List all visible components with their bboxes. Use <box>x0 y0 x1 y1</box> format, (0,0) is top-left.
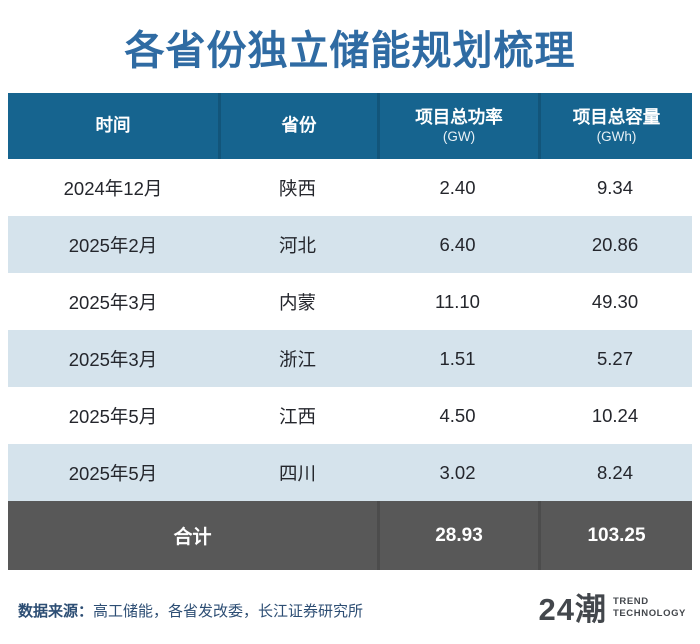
table-row: 2025年2月 河北 6.40 20.86 <box>8 216 692 273</box>
logo-wordmark: 24潮 <box>538 591 607 627</box>
storage-planning-table: 时间 省份 项目总功率 (GW) 项目总容量 (GWh) 2024年12月 陕西… <box>8 93 692 570</box>
col-header-capacity: 项目总容量 (GWh) <box>538 93 692 159</box>
col-header-province-label: 省份 <box>281 115 317 136</box>
data-source: 数据来源：高工储能，各省发改委，长江证券研究所 <box>18 600 363 621</box>
col-header-province: 省份 <box>218 93 377 159</box>
data-source-label: 数据来源： <box>18 602 94 620</box>
table-row: 2024年12月 陕西 2.40 9.34 <box>8 159 692 216</box>
col-header-power: 项目总功率 (GW) <box>377 93 538 159</box>
total-power: 28.93 <box>377 501 538 570</box>
cell-time: 2025年5月 <box>68 405 158 427</box>
cell-province: 内蒙 <box>278 291 316 313</box>
cell-power: 6.40 <box>439 233 476 255</box>
cell-capacity: 49.30 <box>591 290 639 312</box>
cell-province: 浙江 <box>278 348 316 370</box>
table-header-row: 时间 省份 项目总功率 (GW) 项目总容量 (GWh) <box>8 93 692 159</box>
data-source-text: 高工储能，各省发改委，长江证券研究所 <box>93 602 364 620</box>
logo-tagline: TREND TECHNOLOGY <box>613 596 686 620</box>
col-header-power-label: 项目总功率 <box>415 106 503 127</box>
cell-time: 2025年5月 <box>68 462 158 484</box>
col-header-time: 时间 <box>8 93 218 159</box>
brand-logo: 24潮 TREND TECHNOLOGY <box>538 591 686 627</box>
col-header-time-label: 时间 <box>95 115 131 136</box>
cell-capacity: 20.86 <box>591 233 639 255</box>
cell-power: 3.02 <box>439 461 476 483</box>
cell-time: 2025年2月 <box>68 234 158 256</box>
cell-province: 河北 <box>278 234 316 256</box>
col-header-capacity-unit: (GWh) <box>596 128 637 144</box>
table-row: 2025年3月 内蒙 11.10 49.30 <box>8 273 692 330</box>
cell-capacity: 5.27 <box>596 347 633 369</box>
cell-province: 四川 <box>278 462 316 484</box>
cell-power: 1.51 <box>439 347 476 369</box>
total-label: 合计 <box>173 527 212 548</box>
cell-power: 4.50 <box>439 404 476 426</box>
table-total-row: 合计 28.93 103.25 <box>8 501 692 570</box>
footer: 数据来源：高工储能，各省发改委，长江证券研究所 24潮 TREND TECHNO… <box>0 570 700 644</box>
col-header-capacity-label: 项目总容量 <box>572 106 661 127</box>
cell-province: 江西 <box>278 405 316 427</box>
cell-capacity: 10.24 <box>591 404 639 426</box>
table-row: 2025年5月 江西 4.50 10.24 <box>8 387 692 444</box>
page-title: 各省份独立储能规划梳理 <box>124 28 576 73</box>
total-capacity: 103.25 <box>538 501 692 570</box>
table-row: 2025年5月 四川 3.02 8.24 <box>8 444 692 501</box>
col-header-power-unit: (GW) <box>442 128 476 144</box>
cell-capacity: 9.34 <box>596 176 633 198</box>
cell-time: 2025年3月 <box>68 291 158 313</box>
cell-province: 陕西 <box>278 177 316 199</box>
table-body: 2024年12月 陕西 2.40 9.34 2025年2月 河北 6.40 20… <box>8 159 692 501</box>
cell-time: 2024年12月 <box>63 177 163 199</box>
cell-power: 11.10 <box>435 290 480 312</box>
cell-time: 2025年3月 <box>68 348 158 370</box>
cell-capacity: 8.24 <box>596 461 633 483</box>
table-row: 2025年3月 浙江 1.51 5.27 <box>8 330 692 387</box>
logo-tagline-line1: TREND <box>612 595 649 607</box>
cell-power: 2.40 <box>439 176 476 198</box>
logo-tagline-line2: TECHNOLOGY <box>612 607 686 619</box>
